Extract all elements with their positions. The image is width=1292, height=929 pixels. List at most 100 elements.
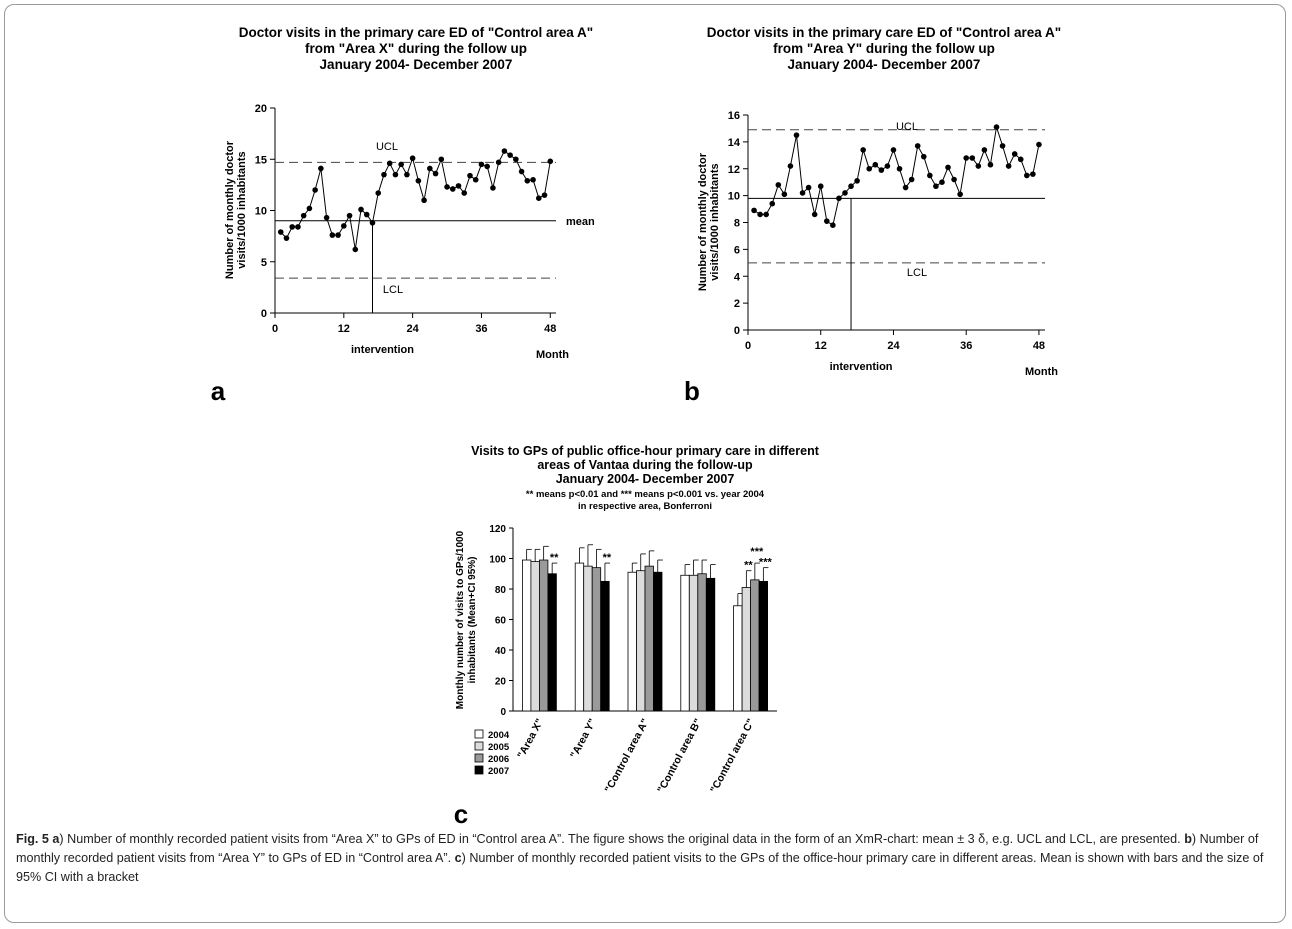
chart-a-point-14 [352,246,359,253]
chart-a-intervention-label: intervention [351,344,414,356]
chart-c-bar-3-2005 [636,570,646,712]
chart-c-category-label-4: "Control area B" [655,717,704,795]
chart-b-x-axis-label: Month [1025,366,1058,378]
chart-c-legend-label-2005: 2005 [488,742,510,753]
chart-b-y-tick-label-0: 0 [734,325,740,337]
chart-a-x-tick-label-12: 12 [338,323,350,335]
chart-a-y-tick-label-15: 15 [255,154,267,166]
chart-c-y-tick-label-100: 100 [489,555,506,566]
chart-c-legend-swatch-2007 [474,765,484,775]
chart-c-bar-3-2004 [627,571,637,712]
chart-c-y-tick-label-0: 0 [500,707,506,718]
chart-c-category-label-2: "Area Y" [568,717,599,761]
chart-b-point-38 [975,163,982,169]
chart-a-x-tick-label-48: 48 [544,323,556,335]
chart-b-point-24 [890,147,897,153]
caption-c-label: c [454,851,462,865]
chart-b-point-36 [963,155,970,161]
chart-b-point-42 [999,143,1006,149]
chart-a-point-4 [295,224,301,230]
chart-b-point-28 [914,143,921,149]
chart-b-intervention-label: intervention [830,361,893,373]
chart-b-x-tick-label-12: 12 [815,340,827,352]
chart-b-point-47 [1030,171,1036,177]
chart-b-point-17 [848,183,854,190]
caption-a-label: a [52,832,60,846]
chart-c-legend-swatch-2004 [474,729,484,739]
chart-a-point-28 [432,170,439,177]
chart-b-point-15 [836,195,842,202]
chart-a-point-22 [398,161,404,168]
chart-a-point-23 [404,171,410,178]
chart-b-point-14 [830,222,836,228]
chart-a-point-10 [329,232,336,238]
chart-c-y-tick-label-40: 40 [495,646,507,657]
chart-a-point-32 [455,183,462,189]
caption-b-label: b [1184,832,1192,846]
caption-a-text: ) Number of monthly recorded patient vis… [59,832,1185,846]
chart-b-point-25 [896,165,903,172]
chart-c-y-tick-label-60: 60 [495,616,507,627]
chart-b-point-11 [811,211,818,218]
caption-c-text: ) Number of monthly recorded patient vis… [16,851,1264,884]
chart-a-point-34 [467,172,473,179]
chart-a-point-36 [478,161,485,168]
chart-b-point-8 [793,132,800,138]
chart-b-point-31 [933,183,939,190]
chart-b-y-tick-label-2: 2 [734,298,740,310]
chart-a-point-8 [318,165,324,172]
chart-b-x-tick-label-36: 36 [960,340,972,352]
chart-a-point-39 [495,159,502,166]
chart-b-x-tick-label-0: 0 [745,340,751,352]
chart-a-point-17 [369,220,376,226]
chart-a-point-29 [438,156,445,163]
chart-b-point-37 [969,155,976,161]
chart-a-point-16 [363,211,370,218]
chart-a-point-46 [535,195,542,201]
chart-b-point-39 [981,147,988,153]
figure-charts: Doctor visits in the primary care ED of … [211,25,1061,829]
chart-c-bar-4-2004 [680,574,690,712]
chart-b-point-2 [757,211,763,218]
chart-b-point-5 [775,182,782,188]
chart-a-y-tick-label-20: 20 [255,103,267,115]
chart-a-point-21 [392,171,399,178]
chart-b-y-tick-label-6: 6 [734,244,740,256]
chart-b-series-line [753,126,1040,227]
caption-fig-label: Fig. 5 [16,832,49,846]
chart-b-point-29 [920,153,927,160]
chart-b-y-axis-label-line-2: visits/1000 inhabitants [709,163,721,280]
chart-c-legend-swatch-2005 [474,741,484,751]
chart-a-point-35 [472,176,479,183]
figure-frame [4,4,1286,923]
chart-b-title-line-1: Doctor visits in the primary care ED of … [707,25,1061,40]
chart-b-point-48 [1036,141,1042,148]
chart-a-point-12 [341,223,347,229]
chart-c-y-tick-label-80: 80 [495,585,507,596]
chart-b-point-10 [805,184,812,191]
chart-a-point-44 [524,177,531,184]
chart-a-point-11 [335,232,341,238]
chart-a-point-48 [547,158,554,165]
caption-b-text: ) Number of monthly recorded patient vis… [16,832,1259,865]
chart-b-point-4 [769,200,776,207]
figure-caption: Fig. 5 a) Number of monthly recorded pat… [16,830,1278,887]
chart-c-bar-5-2006 [750,579,760,712]
chart-a-point-47 [541,192,548,198]
chart-b-point-43 [1005,163,1012,169]
chart-c-bar-1-2005 [530,561,540,712]
chart-a-point-38 [490,185,496,191]
chart-a-point-40 [501,148,508,154]
chart-b-ucl-label: UCL [896,121,918,133]
chart-c-bar-4-2006 [697,573,707,712]
chart-b-x-tick-label-24: 24 [887,340,900,352]
chart-b-point-21 [872,161,879,168]
chart-a-y-axis-label-line-1: Number of monthly doctor [224,140,236,279]
chart-a-point-27 [427,165,433,172]
chart-b-point-46 [1024,172,1030,179]
chart-c-category-label-3: "Control area A" [603,717,652,795]
chart-b-lcl-label: LCL [907,267,927,279]
chart-b-point-13 [823,218,830,224]
chart-c-bar-4-2007 [705,577,716,712]
chart-a-x-tick-label-24: 24 [407,323,420,335]
